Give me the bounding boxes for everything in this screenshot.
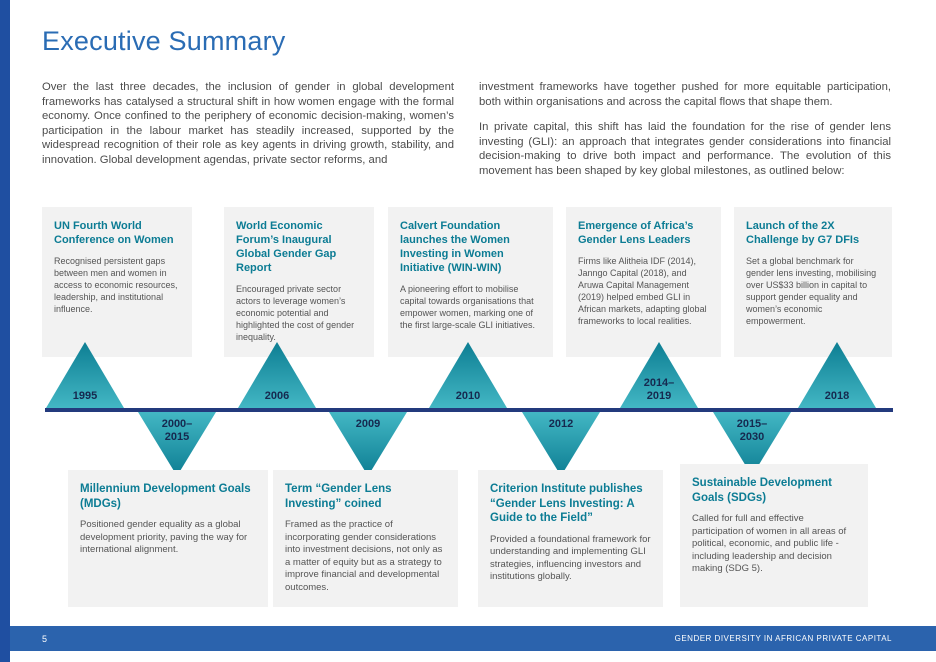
timeline-year-label: 2010 — [455, 389, 481, 402]
timeline-year-label: 2009 — [355, 418, 381, 430]
timeline-year-label: 2014– 2019 — [643, 377, 675, 402]
timeline-card-title: Launch of the 2X Challenge by G7 DFIs — [746, 220, 860, 246]
timeline-marker-down-triangle: 2000– 2015 — [138, 412, 216, 476]
timeline-card-body: Positioned gender equality as a global d… — [80, 519, 248, 555]
timeline-card-title: Term “Gender Lens Investing” coined — [285, 483, 392, 510]
timeline-year-label: 1995 — [72, 389, 98, 402]
intro-paragraph: In private capital, this shift has laid … — [479, 121, 891, 177]
timeline-marker-down-triangle: 2012 — [522, 412, 600, 476]
timeline-card-body: Firms like Alitheia IDF (2014), Janngo C… — [578, 256, 707, 326]
timeline-card-bottom-3: Criterion Institute publishes “Gender Le… — [478, 470, 663, 607]
timeline-card-title: Sustainable Development Goals (SDGs) — [692, 477, 832, 504]
timeline-card-body: Called for full and effective participat… — [692, 513, 847, 574]
timeline-marker-down-triangle: 2009 — [329, 412, 407, 476]
timeline-card-title: World Economic Forum’s Inaugural Global … — [236, 220, 337, 274]
left-accent-bar — [0, 0, 10, 662]
intro-right-column: investment frameworks have together push… — [479, 80, 891, 190]
timeline-card-bottom-2: Term “Gender Lens Investing” coined Fram… — [273, 470, 458, 607]
timeline-card-body: Provided a foundational framework for un… — [490, 533, 651, 583]
timeline-card-top-4: Emergence of Africa’s Gender Lens Leader… — [566, 207, 721, 357]
timeline-year-label: 2006 — [264, 389, 290, 402]
intro-paragraph: investment frameworks have together push… — [479, 81, 891, 108]
timeline-card-title: UN Fourth World Conference on Women — [54, 220, 174, 246]
timeline-card-body: Encouraged private sector actors to leve… — [236, 284, 355, 342]
timeline-card-title: Calvert Foundation launches the Women In… — [400, 220, 510, 274]
timeline-card-bottom-1: Millennium Development Goals (MDGs) Posi… — [68, 470, 268, 607]
timeline-card-bottom-4: Sustainable Development Goals (SDGs) Cal… — [680, 464, 868, 607]
timeline-year-label: 2012 — [548, 418, 574, 430]
timeline-card-top-5: Launch of the 2X Challenge by G7 DFIs Se… — [734, 207, 892, 357]
timeline-card-body: Recognised persistent gaps between men a… — [54, 256, 178, 314]
footer-bar: 5 GENDER DIVERSITY IN AFRICAN PRIVATE CA… — [10, 626, 936, 651]
footer-report-title: GENDER DIVERSITY IN AFRICAN PRIVATE CAPI… — [674, 634, 892, 643]
intro-paragraph: Over the last three decades, the inclusi… — [42, 81, 454, 166]
timeline-card-top-1: UN Fourth World Conference on Women Reco… — [42, 207, 192, 357]
timeline-axis — [45, 408, 893, 412]
timeline-card-top-3: Calvert Foundation launches the Women In… — [388, 207, 553, 357]
intro-left-column: Over the last three decades, the inclusi… — [42, 80, 454, 190]
timeline-card-top-2: World Economic Forum’s Inaugural Global … — [224, 207, 374, 357]
timeline-year-label: 2015– 2030 — [736, 418, 768, 443]
timeline-card-body: A pioneering effort to mobilise capital … — [400, 284, 536, 330]
timeline-card-title: Emergence of Africa’s Gender Lens Leader… — [578, 220, 694, 246]
timeline-card-body: Set a global benchmark for gender lens i… — [746, 256, 877, 326]
page-number: 5 — [42, 633, 48, 644]
timeline-card-body: Framed as the practice of incorporating … — [285, 519, 443, 593]
timeline-year-label: 2000– 2015 — [161, 418, 193, 443]
page-title: Executive Summary — [42, 26, 286, 56]
intro-text: Over the last three decades, the inclusi… — [42, 80, 891, 190]
timeline-year-label: 2018 — [824, 389, 850, 402]
timeline-card-title: Criterion Institute publishes “Gender Le… — [490, 483, 643, 524]
timeline-card-title: Millennium Development Goals (MDGs) — [80, 483, 251, 510]
